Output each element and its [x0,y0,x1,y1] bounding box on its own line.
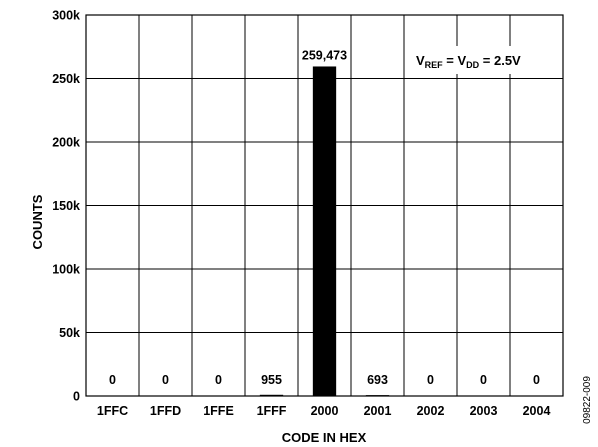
data-label: 693 [367,373,388,387]
bar-2000 [312,66,337,396]
x-tick-label: 2003 [470,404,498,418]
y-tick-labels: 0 50k 100k 150k 200k 250k 300k [52,9,80,404]
y-tick-label: 200k [52,136,80,150]
y-tick-label: 300k [52,9,80,23]
x-tick-label: 1FFD [150,404,181,418]
x-tick-label: 2000 [311,404,339,418]
data-label: 955 [261,373,282,387]
y-axis-label: COUNTS [30,194,45,249]
vref-annotation: VREF = VDD = 2.5V [416,53,521,70]
data-label: 0 [109,373,116,387]
figure-id: 09822-009 [582,376,593,424]
y-tick-label: 50k [59,326,80,340]
bars [259,66,390,396]
x-axis-label: CODE IN HEX [282,430,367,445]
x-tick-label: 2001 [364,404,392,418]
data-label: 0 [533,373,540,387]
x-tick-label: 2002 [417,404,445,418]
x-tick-label: 1FFE [203,404,234,418]
data-label: 259,473 [302,48,347,62]
annotation-box: VREF = VDD = 2.5V [406,46,556,74]
data-label: 0 [480,373,487,387]
x-tick-labels: 1FFC 1FFD 1FFE 1FFF 2000 2001 2002 2003 2004 [97,404,551,418]
data-labels: 0 0 0 955 259,473 693 0 0 0 [109,48,540,387]
bar-1FFF [259,394,284,396]
y-tick-label: 100k [52,263,80,277]
x-tick-label: 2004 [523,404,551,418]
x-tick-label: 1FFF [257,404,287,418]
x-tick-label: 1FFC [97,404,128,418]
y-tick-label: 150k [52,199,80,213]
data-label: 0 [162,373,169,387]
plot-frame [85,14,564,397]
data-label: 0 [427,373,434,387]
data-label: 0 [215,373,222,387]
y-tick-label: 0 [73,390,80,404]
y-tick-label: 250k [52,72,80,86]
